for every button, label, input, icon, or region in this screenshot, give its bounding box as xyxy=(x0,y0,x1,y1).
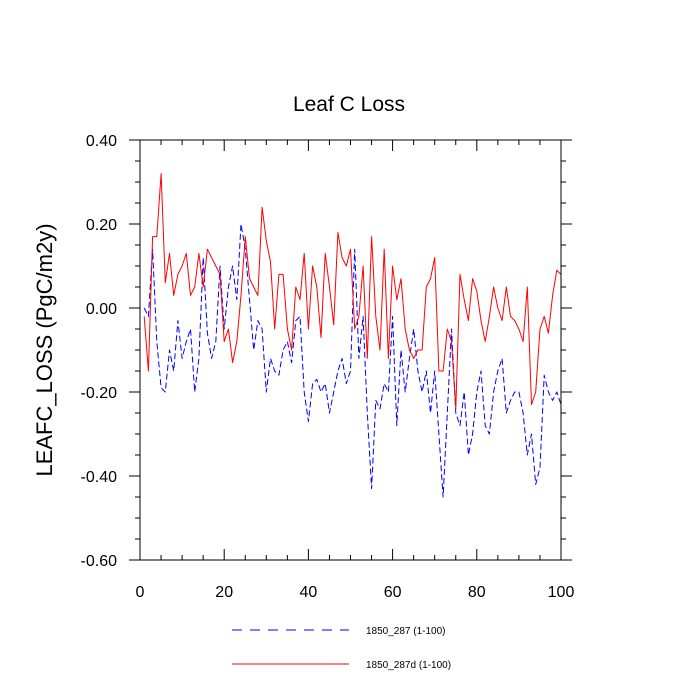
series-line-2 xyxy=(143,173,562,410)
x-tick-label: 40 xyxy=(300,584,318,601)
x-tick-label: 0 xyxy=(136,584,145,601)
x-tick-label: 60 xyxy=(384,584,402,601)
legend: 1850_287 (1-100) 1850_287d (1-100) xyxy=(232,626,451,671)
y-tick-label: -0.20 xyxy=(81,385,118,402)
legend-label-1: 1850_287 (1-100) xyxy=(366,626,446,637)
legend-label-2: 1850_287d (1-100) xyxy=(366,660,451,671)
chart-title: Leaf C Loss xyxy=(293,93,405,116)
y-tick-label: -0.60 xyxy=(81,553,118,570)
y-tick-label: 0.20 xyxy=(86,217,117,234)
y-tick-label: 0.00 xyxy=(86,301,117,318)
x-tick-label: 100 xyxy=(548,584,575,601)
y-tick-label: 0.40 xyxy=(86,133,117,150)
x-tick-label: 20 xyxy=(215,584,233,601)
plot-area xyxy=(140,140,561,560)
y-tick-label: -0.40 xyxy=(81,469,118,486)
y-axis-label: LEAFC_LOSS (PgC/m2y) xyxy=(32,223,57,476)
series-line-1 xyxy=(143,223,562,498)
x-tick-label: 80 xyxy=(468,584,486,601)
